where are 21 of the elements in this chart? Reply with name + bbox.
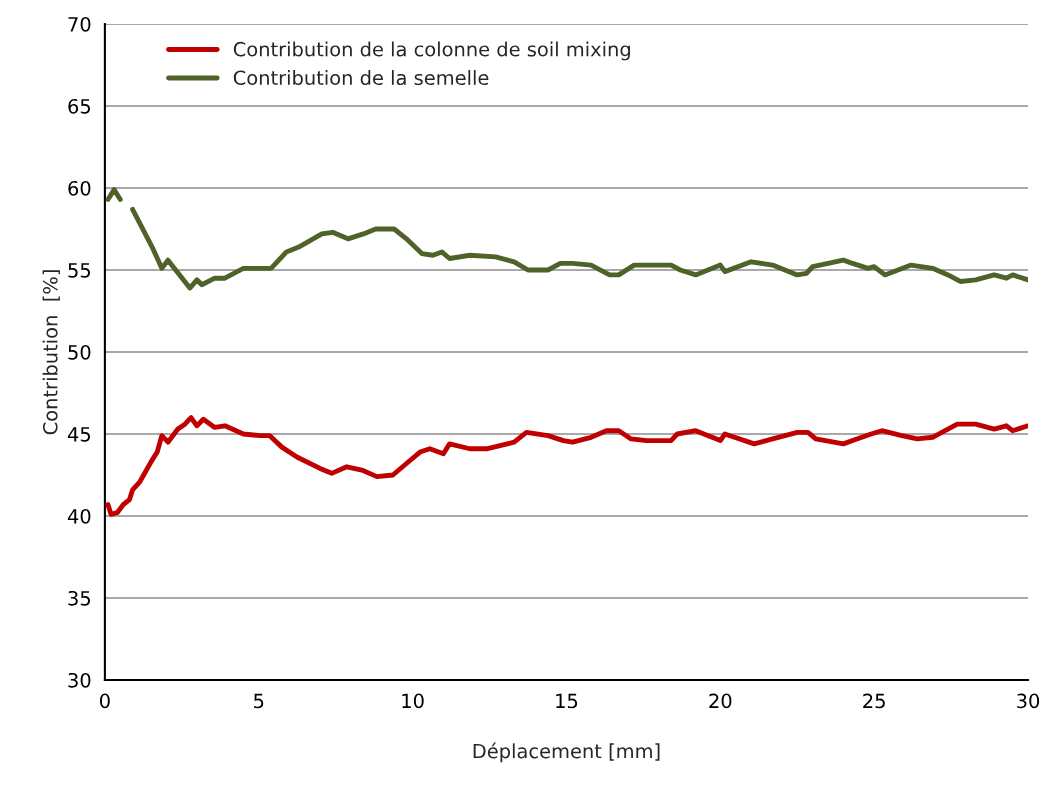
y-tick-label: 40 bbox=[67, 508, 91, 524]
y-tick-label: 30 bbox=[68, 672, 91, 688]
x-tick-label: 0 bbox=[100, 693, 110, 709]
x-tick-label: 25 bbox=[863, 693, 885, 709]
y-tick-label: 70 bbox=[68, 16, 91, 32]
line-series bbox=[105, 415, 1029, 517]
y-tick-label: 55 bbox=[68, 263, 91, 278]
x-tick-label: 5 bbox=[254, 693, 264, 709]
x-tick-label: 20 bbox=[709, 693, 732, 709]
legend-label: Contribution de la colonne de soil mixing bbox=[233, 41, 630, 61]
y-axis-title: Contribution [%] bbox=[42, 270, 60, 435]
y-tick-label: 65 bbox=[68, 98, 91, 114]
x-tick-label: 15 bbox=[556, 693, 578, 709]
x-axis-title: Déplacement [mm] bbox=[473, 742, 660, 763]
y-tick-label: 35 bbox=[68, 590, 91, 606]
x-tick-label: 10 bbox=[402, 693, 424, 709]
y-tick-label: 45 bbox=[67, 427, 91, 442]
y-tick-label: 60 bbox=[68, 180, 91, 196]
x-tick-label: 30 bbox=[1017, 693, 1040, 709]
legend-label: Contribution de la semelle bbox=[233, 70, 489, 86]
y-tick-label: 50 bbox=[68, 344, 91, 360]
